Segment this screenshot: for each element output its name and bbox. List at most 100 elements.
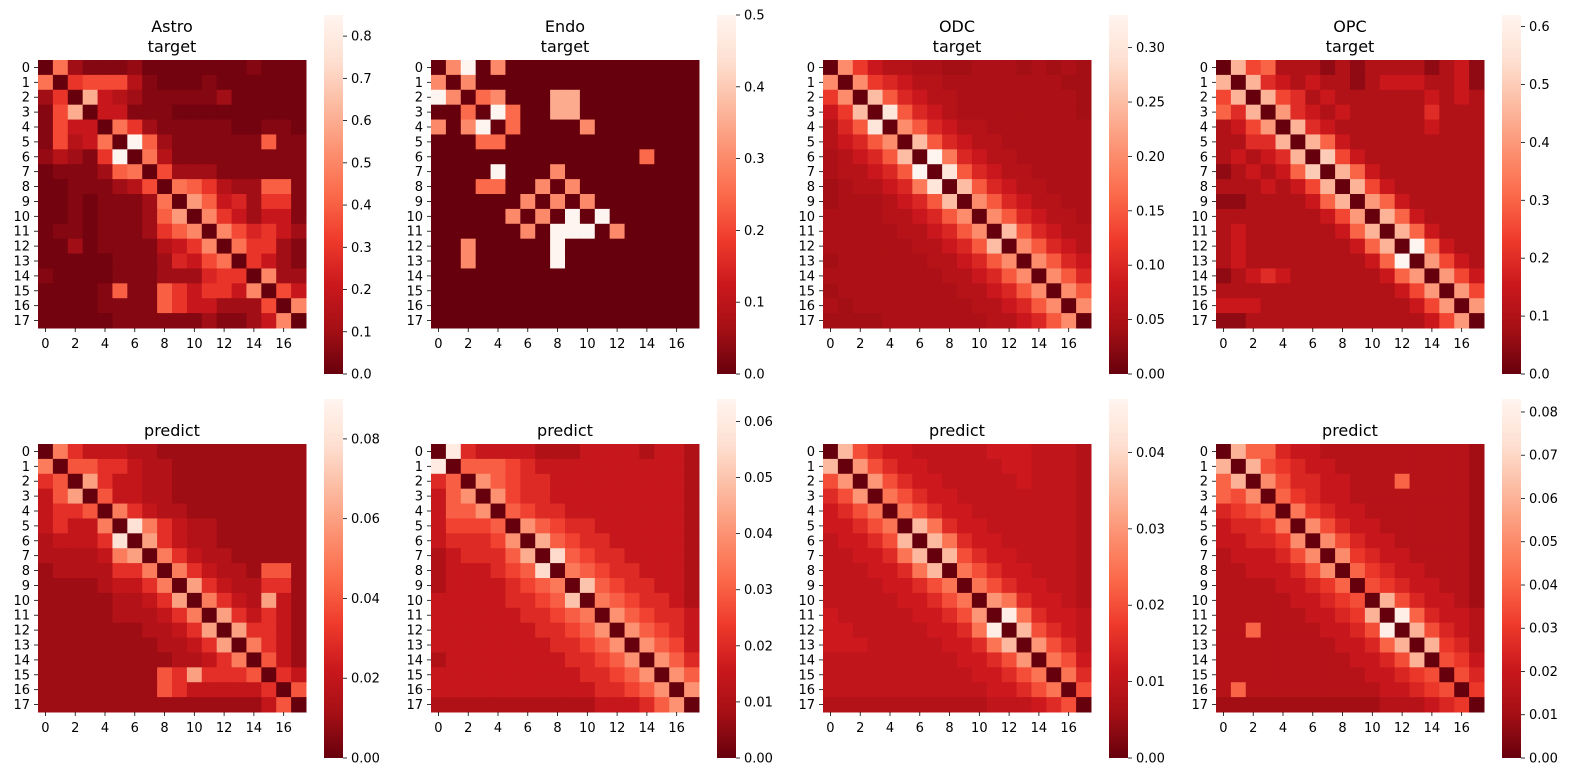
heatmap-cell — [82, 313, 99, 329]
heatmap-cell — [1424, 134, 1440, 150]
heatmap-cell — [52, 503, 69, 519]
y-tick-label: 13 — [406, 639, 423, 654]
heatmap-cell — [1379, 104, 1396, 121]
heatmap-cell — [579, 473, 596, 490]
heatmap-cell — [67, 563, 84, 579]
heatmap-cell — [684, 298, 700, 314]
heatmap-cell — [520, 60, 536, 76]
heatmap-cell — [669, 697, 685, 713]
heatmap-cell — [579, 533, 596, 549]
heatmap-cell — [1424, 60, 1440, 76]
heatmap-cell — [186, 298, 203, 314]
heatmap-cell — [1350, 473, 1366, 490]
heatmap-cell — [142, 313, 158, 329]
heatmap-cell — [172, 444, 188, 460]
colorbar-tick-label: 0.10 — [1136, 259, 1165, 274]
heatmap-cell — [1394, 179, 1411, 195]
heatmap-cell — [505, 119, 521, 135]
heatmap-cell — [1454, 503, 1470, 519]
heatmap-cell — [1439, 682, 1455, 698]
heatmap-cell — [1454, 283, 1470, 299]
heatmap-cell — [82, 697, 99, 713]
heatmap-cell — [445, 313, 462, 329]
heatmap-cell — [535, 622, 551, 639]
colorbar-tick-label: 0.15 — [1136, 204, 1165, 219]
heatmap-cell — [276, 253, 292, 269]
heatmap-cell — [490, 283, 506, 299]
heatmap-cell — [957, 667, 973, 683]
heatmap-cell — [1260, 592, 1277, 609]
heatmap-cell — [505, 223, 521, 240]
heatmap-cell — [1350, 208, 1366, 225]
heatmap-cell — [291, 682, 307, 698]
heatmap-cell — [1469, 134, 1485, 150]
heatmap-cell — [97, 134, 113, 150]
heatmap-cell — [276, 149, 292, 165]
heatmap-cell — [157, 607, 173, 624]
heatmap-cell — [172, 60, 188, 76]
heatmap-cell — [1230, 194, 1247, 210]
heatmap-cell — [1394, 652, 1411, 668]
colorbar-tick-label: 0.3 — [744, 152, 765, 167]
heatmap-cell — [971, 637, 988, 653]
heatmap-cell — [897, 298, 913, 314]
heatmap-cell — [157, 592, 173, 609]
y-tick-label: 0 — [415, 445, 423, 460]
heatmap-cell — [1260, 548, 1277, 564]
heatmap-cell — [291, 313, 307, 329]
heatmap-cell — [1260, 194, 1277, 210]
heatmap-cell — [1394, 238, 1411, 255]
heatmap-cell — [550, 444, 566, 460]
heatmap-cell — [490, 592, 506, 609]
heatmap-cell — [957, 682, 973, 698]
heatmap-cell — [505, 134, 521, 150]
colorbar-tick-label: 0.2 — [744, 224, 765, 239]
heatmap-cell — [201, 194, 218, 210]
heatmap-cell — [38, 298, 54, 314]
heatmap-cell — [550, 563, 566, 579]
heatmap-cell — [579, 60, 596, 76]
heatmap-cell — [1001, 503, 1018, 519]
heatmap-cell — [1469, 119, 1485, 135]
heatmap-cell — [291, 444, 307, 460]
colorbar — [1502, 399, 1521, 758]
heatmap-cell — [112, 179, 128, 195]
heatmap-cell — [654, 533, 670, 549]
heatmap-cell — [1275, 488, 1291, 505]
heatmap-cell — [1439, 119, 1455, 135]
heatmap-cell — [246, 667, 262, 683]
heatmap-cell — [505, 697, 521, 713]
heatmap-cell — [1424, 208, 1440, 225]
heatmap-cell — [565, 268, 581, 284]
heatmap-cell — [67, 503, 84, 519]
heatmap-cell — [1001, 444, 1018, 460]
heatmap-cell — [52, 473, 69, 490]
heatmap-cell — [520, 164, 536, 180]
heatmap-cell — [246, 578, 262, 594]
heatmap-cell — [684, 74, 700, 91]
heatmap-cell — [52, 74, 69, 91]
heatmap-cell — [837, 60, 854, 76]
y-tick-label: 7 — [415, 165, 423, 180]
heatmap-cell — [142, 104, 158, 121]
heatmap-cell — [127, 607, 143, 624]
heatmap-cell — [127, 134, 143, 150]
heatmap-cell — [431, 223, 447, 240]
y-tick-label: 8 — [22, 180, 30, 195]
heatmap-cell — [550, 518, 566, 534]
y-tick-label: 7 — [1200, 165, 1208, 180]
heatmap-cell — [1439, 667, 1455, 683]
heatmap-cell — [1245, 223, 1262, 240]
heatmap-cell — [460, 458, 477, 475]
heatmap-cell — [1350, 223, 1366, 240]
heatmap-cell — [654, 313, 670, 329]
heatmap-cell — [157, 283, 173, 299]
heatmap-cell — [897, 208, 913, 225]
heatmap-cell — [624, 473, 640, 490]
heatmap-cell — [1439, 179, 1455, 195]
heatmap-cell — [186, 179, 203, 195]
heatmap-cell — [971, 533, 988, 549]
panel-title: predict — [1322, 421, 1378, 440]
heatmap-cell — [1275, 503, 1291, 519]
heatmap-cell — [1379, 533, 1396, 549]
